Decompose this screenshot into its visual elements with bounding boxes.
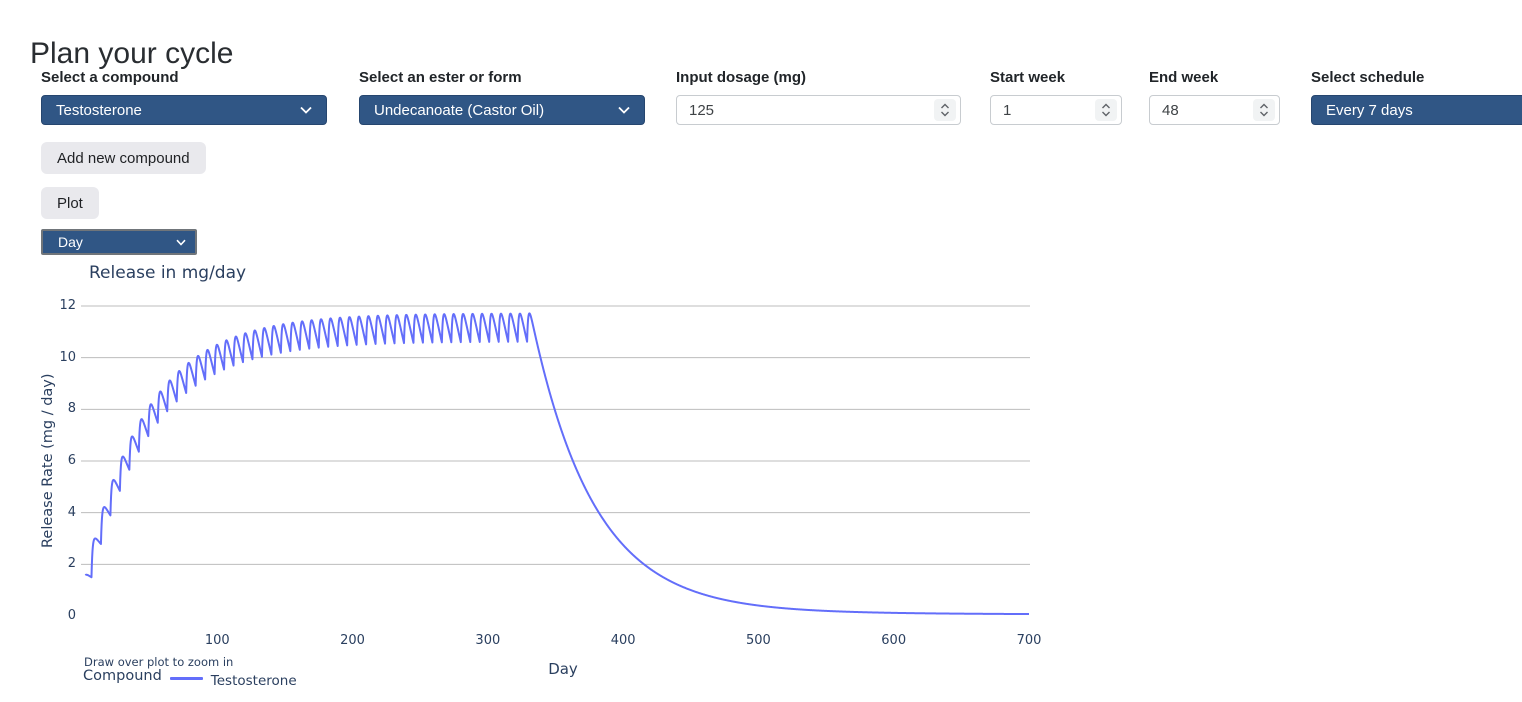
y-tick-label: 4 (67, 504, 76, 520)
x-tick-label: 200 (340, 633, 365, 648)
add-new-compound-button[interactable]: Add new compound (41, 142, 206, 174)
zoom-hint-caption: Draw over plot to zoom in (84, 655, 234, 669)
compound-select[interactable]: Testosterone (41, 95, 327, 125)
chevron-down-icon (618, 106, 630, 114)
ester-select[interactable]: Undecanoate (Castor Oil) (359, 95, 645, 125)
start-week-input[interactable] (991, 101, 1095, 119)
compound-select-value: Testosterone (56, 101, 142, 119)
x-tick-label: 400 (610, 633, 636, 648)
page-title: Plan your cycle (30, 37, 234, 71)
schedule-select[interactable]: Every 7 days (1311, 95, 1522, 125)
number-stepper[interactable] (934, 99, 956, 121)
schedule-select-value: Every 7 days (1326, 101, 1413, 119)
chevron-down-icon (300, 106, 312, 114)
dosage-label: Input dosage (mg) (676, 69, 806, 86)
x-tick-label: 700 (1016, 633, 1042, 648)
number-stepper[interactable] (1253, 99, 1275, 121)
compound-label: Select a compound (41, 69, 179, 86)
end-week-field-wrap (1149, 95, 1280, 125)
y-tick-label: 0 (67, 608, 76, 623)
testosterone-release-line[interactable] (84, 312, 1030, 616)
chart-title: Release in mg/day (89, 263, 247, 283)
legend-line-swatch (169, 677, 203, 680)
y-tick-label: 2 (67, 556, 76, 572)
x-tick-label: 600 (881, 633, 907, 648)
end-week-input[interactable] (1150, 101, 1253, 119)
unit-select[interactable]: Day (41, 229, 197, 255)
y-tick-label: 10 (59, 349, 76, 365)
start-week-label: Start week (990, 69, 1066, 86)
x-axis-title: Day (548, 660, 578, 678)
x-tick-label: 100 (204, 633, 230, 648)
chart-legend: Compound Testosterone (83, 668, 297, 689)
y-tick-label: 12 (59, 298, 76, 313)
stepper-arrows-icon (941, 103, 949, 117)
unit-select-value: Day (58, 234, 83, 250)
legend-entry-testosterone[interactable]: Testosterone (210, 673, 297, 689)
plot-button[interactable]: Plot (41, 187, 99, 219)
dosage-field-wrap (676, 95, 961, 125)
start-week-field-wrap (990, 95, 1122, 125)
ester-select-value: Undecanoate (Castor Oil) (374, 101, 545, 119)
number-stepper[interactable] (1095, 99, 1117, 121)
y-tick-label: 8 (67, 401, 76, 417)
stepper-arrows-icon (1102, 103, 1110, 117)
dosage-input[interactable] (677, 101, 934, 119)
schedule-label: Select schedule (1311, 69, 1425, 86)
y-tick-label: 6 (67, 453, 76, 468)
ester-label: Select an ester or form (359, 69, 522, 86)
end-week-label: End week (1149, 69, 1219, 86)
legend-title: Compound (83, 668, 162, 684)
x-tick-label: 300 (475, 633, 501, 648)
chevron-down-icon (176, 239, 186, 246)
stepper-arrows-icon (1260, 103, 1268, 117)
x-tick-label: 500 (746, 633, 771, 648)
